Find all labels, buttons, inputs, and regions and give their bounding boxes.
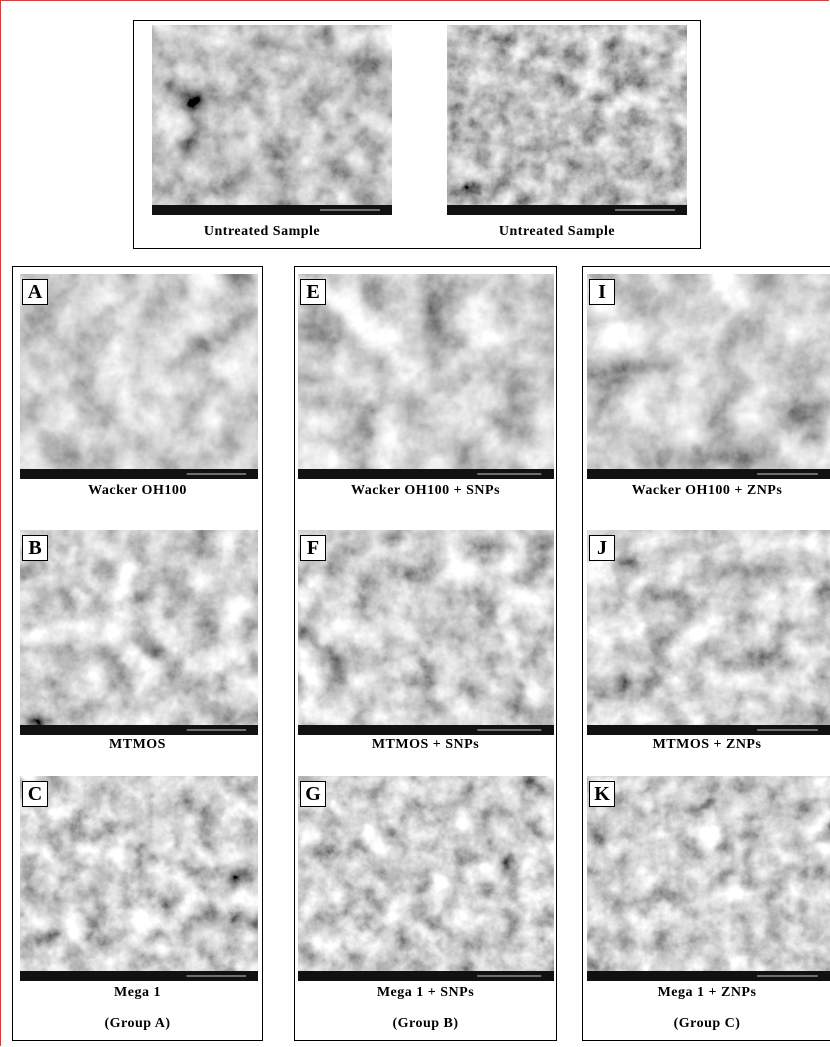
sem-image (152, 25, 392, 215)
caption: MTMOS + ZNPs (652, 737, 762, 752)
sem-image (587, 776, 830, 981)
sem-image (587, 530, 830, 735)
sem-image (587, 274, 830, 479)
caption: Wacker OH100 (88, 483, 187, 498)
caption: Wacker OH100 + ZNPs (631, 483, 783, 498)
panel-letter: B (22, 535, 48, 561)
sem-image (298, 274, 554, 479)
caption: Mega 1 + ZNPs (657, 985, 757, 1000)
sem-image (20, 274, 258, 479)
sem-image (298, 776, 554, 981)
caption: Wacker OH100 + SNPs (350, 483, 501, 498)
panel-letter: E (300, 279, 326, 305)
caption: Untreated Sample (203, 224, 321, 239)
group-label: (Group A) (104, 1016, 171, 1031)
caption: Untreated Sample (498, 224, 616, 239)
panel-letter: G (300, 781, 326, 807)
group-label: (Group C) (673, 1016, 741, 1031)
panel-letter: F (300, 535, 326, 561)
panel-letter: I (589, 279, 615, 305)
caption: MTMOS + SNPs (371, 737, 480, 752)
caption: MTMOS (109, 737, 166, 752)
panel-letter: J (589, 535, 615, 561)
group-label: (Group B) (392, 1016, 459, 1031)
caption: Mega 1 + SNPs (376, 985, 475, 1000)
caption: Mega 1 (114, 985, 161, 1000)
panel-letter: A (22, 279, 48, 305)
sem-image (20, 530, 258, 735)
panel-letter: C (22, 781, 48, 807)
sem-image (20, 776, 258, 981)
sem-image (298, 530, 554, 735)
panel-letter: K (589, 781, 615, 807)
sem-image (447, 25, 687, 215)
